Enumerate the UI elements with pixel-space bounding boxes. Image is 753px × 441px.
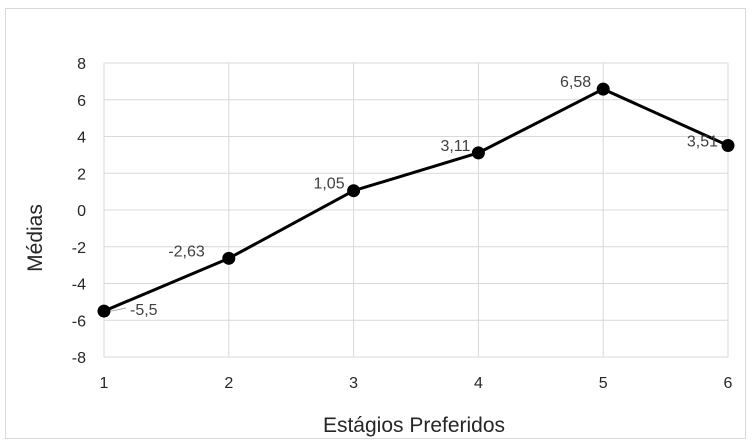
data-label: 3,51 (687, 134, 718, 151)
x-tick-label: 6 (724, 375, 733, 392)
y-tick-label: 0 (77, 203, 86, 220)
y-axis-title: Médias (24, 204, 47, 272)
data-point (347, 184, 361, 198)
chart-frame (5, 8, 746, 439)
data-point (222, 251, 236, 265)
data-label-leader (110, 307, 127, 312)
data-label: 1,05 (313, 176, 344, 193)
y-tick-label: 2 (77, 166, 86, 183)
y-tick-label: -6 (72, 313, 86, 330)
x-tick-label: 4 (474, 375, 483, 392)
data-point (97, 304, 111, 318)
y-tick-label: 4 (77, 130, 86, 147)
data-labels: -5,5 -2,63 1,05 3,11 6,58 3,51 (110, 74, 718, 319)
y-tick-label: -4 (72, 277, 86, 294)
x-tick-label: 2 (224, 375, 233, 392)
y-tick-label: 8 (77, 56, 86, 73)
y-tick-labels: 8 6 4 2 0 -2 -4 -6 -8 (72, 56, 86, 367)
data-label: 3,11 (440, 138, 470, 155)
data-label: -5,5 (130, 302, 158, 319)
data-point (596, 82, 610, 96)
y-tick-label: -8 (72, 350, 86, 367)
x-tick-label: 1 (100, 375, 109, 392)
data-label: 6,58 (560, 74, 591, 91)
x-tick-label: 3 (349, 375, 358, 392)
gridlines (103, 62, 729, 358)
x-tick-labels: 1 2 3 4 5 6 (100, 375, 733, 392)
data-point (471, 146, 485, 160)
data-label: -2,63 (168, 243, 205, 260)
series-line (97, 82, 735, 318)
series-path (103, 87, 729, 313)
data-point (721, 139, 735, 153)
x-tick-label: 5 (599, 375, 608, 392)
y-tick-label: -2 (72, 240, 86, 257)
x-axis-title: Estágios Preferidos (323, 414, 505, 437)
y-tick-label: 6 (77, 93, 86, 110)
